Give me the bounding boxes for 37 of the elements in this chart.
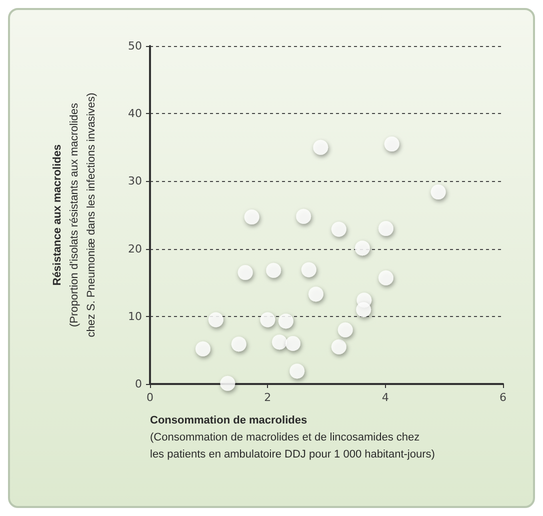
point (384, 136, 400, 152)
point (266, 262, 282, 278)
point (296, 208, 312, 224)
point (378, 221, 394, 236)
point (195, 341, 210, 356)
x-tick-label: 0 (146, 391, 154, 404)
x-tick-label: 2 (264, 391, 272, 404)
point (244, 210, 260, 225)
point (238, 264, 253, 280)
point (308, 286, 324, 302)
point (231, 336, 246, 352)
point (378, 270, 394, 286)
point (278, 314, 294, 329)
x-tick-label: 6 (500, 391, 506, 404)
y-tick-label: 40 (128, 107, 142, 120)
y-tick-label: 30 (128, 174, 142, 188)
point (354, 240, 370, 256)
x-tick-label: 4 (382, 391, 389, 404)
point (338, 322, 353, 338)
point (260, 312, 276, 328)
point (331, 339, 346, 354)
y-tick-label: 0 (135, 378, 142, 390)
point (313, 140, 328, 155)
y-tick-label: 20 (128, 242, 142, 256)
point (290, 364, 305, 379)
point (285, 336, 300, 351)
point (301, 262, 316, 278)
point (208, 312, 224, 328)
point (220, 376, 236, 391)
y-tick-label: 10 (128, 310, 142, 323)
point (272, 334, 287, 350)
point (356, 302, 372, 318)
y-axis-title: Résistance aux macrolides (Proportion d'isolats résistants aux macrolides chez S. Pneumoniæ dans les infections invasives) (52, 92, 98, 338)
x-axis-title: Consommation de macrolides (Consommation de macrolides et de lincosamides chez les patients en ambulatoire DDJ pour 1 000 habitant-jours) (150, 414, 435, 460)
point (430, 184, 446, 200)
point (331, 222, 346, 237)
y-tick-label: 50 (128, 40, 142, 52)
